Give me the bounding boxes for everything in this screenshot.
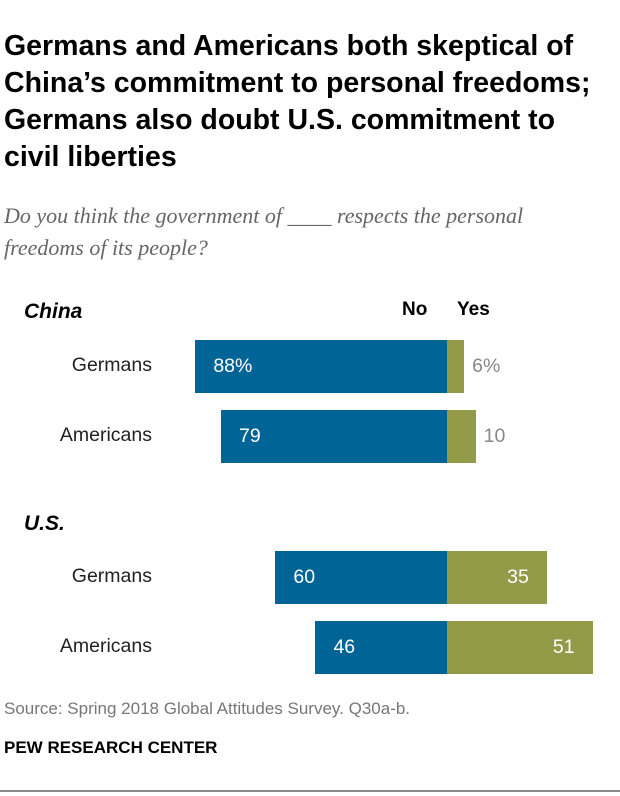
value-label-yes: 35: [507, 566, 529, 588]
bar-no: [315, 621, 447, 674]
chart-subtitle: Do you think the government of ____ resp…: [4, 203, 524, 260]
bar-yes: [447, 551, 548, 604]
bar-no: [221, 410, 447, 463]
bar-yes: [447, 340, 465, 393]
row-label: Americans: [59, 635, 152, 657]
source-note: Source: Spring 2018 Global Attitudes Sur…: [4, 699, 411, 718]
row-label: Germans: [71, 565, 152, 587]
row-label: Americans: [59, 424, 152, 446]
bottom-rule: [0, 790, 620, 792]
bar-yes: [447, 410, 476, 463]
group-label: U.S.: [24, 512, 65, 535]
bar-no: [195, 340, 447, 393]
legend-no: No: [402, 299, 428, 320]
value-label-no: 79: [239, 425, 261, 447]
bar-no: [275, 551, 447, 604]
bar-yes: [447, 621, 593, 674]
value-label-no: 60: [293, 566, 316, 588]
group-label: China: [24, 300, 83, 323]
value-label-no: 88%: [213, 355, 253, 377]
value-label-yes: 6%: [472, 355, 501, 377]
value-label-yes: 10: [483, 425, 506, 447]
chart-title: Germans and Americans both skeptical of …: [4, 30, 591, 173]
value-label-no: 46: [333, 636, 356, 658]
brand-label: PEW RESEARCH CENTER: [4, 738, 218, 757]
legend-yes: Yes: [457, 299, 490, 320]
value-label-yes: 51: [552, 636, 575, 658]
row-label: Germans: [71, 354, 152, 376]
